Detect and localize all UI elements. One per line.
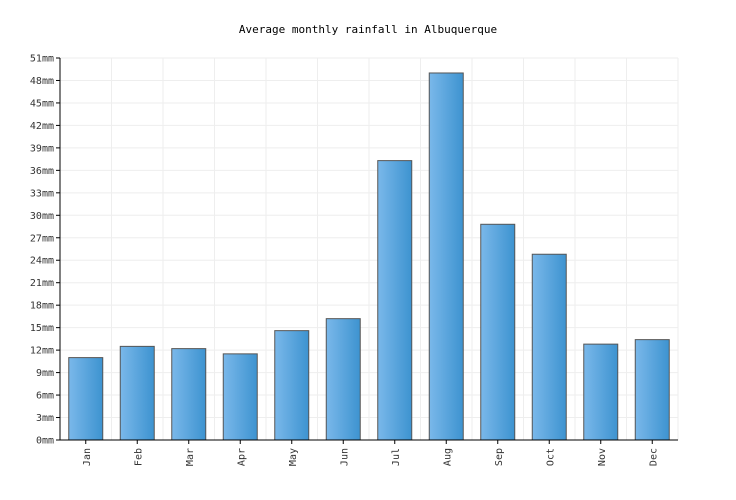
x-tick-label: May bbox=[288, 448, 299, 466]
y-tick-label: 15mm bbox=[30, 323, 54, 334]
x-tick-label: Jun bbox=[339, 448, 350, 466]
bar-jul bbox=[377, 160, 413, 441]
bar-nov bbox=[583, 343, 619, 441]
y-tick-label: 0mm bbox=[36, 436, 54, 447]
bar-apr bbox=[222, 353, 258, 441]
bar-jan bbox=[68, 357, 104, 441]
bar-aug bbox=[428, 72, 464, 441]
y-tick-label: 27mm bbox=[30, 233, 54, 244]
bar-dec bbox=[634, 339, 670, 441]
y-tick-label: 42mm bbox=[30, 121, 54, 132]
y-tick-label: 3mm bbox=[36, 413, 54, 424]
bar-feb bbox=[119, 345, 155, 441]
x-tick-label: Nov bbox=[597, 448, 608, 466]
y-axis-tick-labels: 0mm 3mm 6mm 9mm 12mm 15mm 18mm 21mm 24mm 27mm 30mm… bbox=[30, 54, 54, 447]
gridlines bbox=[60, 57, 679, 440]
bar-may bbox=[274, 330, 310, 441]
x-tick-label: Mar bbox=[185, 448, 196, 466]
x-tick-label: Jul bbox=[391, 448, 402, 466]
y-tick-label: 51mm bbox=[30, 54, 54, 65]
x-axis-tick-labels: Jan Feb Mar Apr May Jun Jul Aug Sep Oct Nov Dec bbox=[82, 448, 660, 466]
y-tick-label: 30mm bbox=[30, 211, 54, 222]
y-tick-label: 6mm bbox=[36, 391, 54, 402]
x-tick-label: Sep bbox=[494, 448, 505, 466]
x-tick-label: Apr bbox=[236, 448, 247, 466]
x-tick-label: Jan bbox=[82, 448, 93, 466]
bar-mar bbox=[171, 348, 207, 441]
y-tick-label: 33mm bbox=[30, 188, 54, 199]
x-tick-label: Feb bbox=[133, 448, 144, 466]
y-tick-label: 36mm bbox=[30, 166, 54, 177]
y-tick-label: 18mm bbox=[30, 301, 54, 312]
x-tick-label: Oct bbox=[545, 448, 556, 466]
y-tick-label: 12mm bbox=[30, 346, 54, 357]
y-tick-label: 21mm bbox=[30, 278, 54, 289]
y-tick-label: 48mm bbox=[30, 76, 54, 87]
bar-sep bbox=[480, 223, 516, 441]
y-tick-label: 24mm bbox=[30, 256, 54, 267]
y-tick-label: 39mm bbox=[30, 143, 54, 154]
y-tick-label: 9mm bbox=[36, 368, 54, 379]
bar-series bbox=[68, 72, 670, 441]
y-tick-label: 45mm bbox=[30, 98, 54, 109]
x-tick-label: Aug bbox=[442, 448, 453, 466]
chart-title: Average monthly rainfall in Albuquerque bbox=[239, 23, 497, 36]
x-tick-label: Dec bbox=[648, 448, 659, 466]
axes bbox=[56, 57, 678, 444]
bar-jun bbox=[325, 318, 361, 441]
bar-oct bbox=[531, 253, 567, 441]
